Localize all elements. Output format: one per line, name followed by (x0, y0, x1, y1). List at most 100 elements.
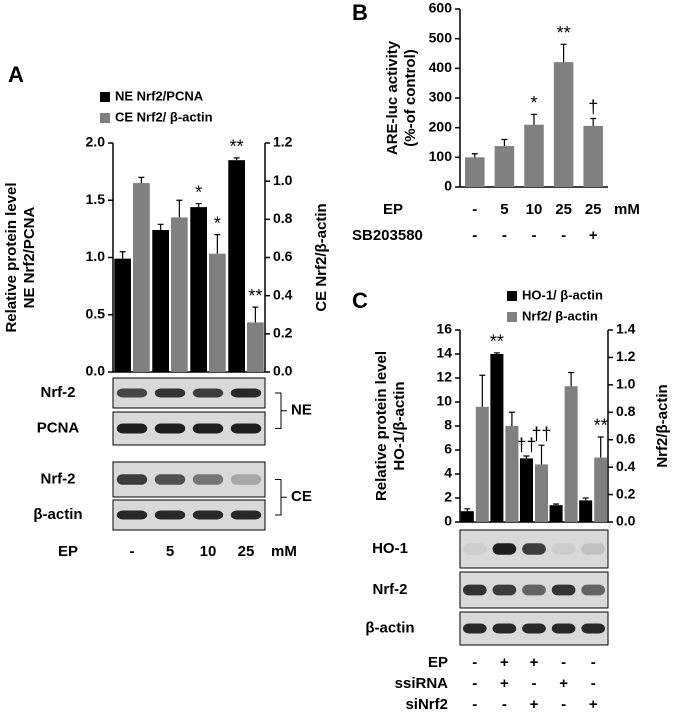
blot-band (581, 584, 606, 596)
x-tick-label: 5 (500, 201, 508, 218)
blot-band (116, 388, 148, 398)
significance-mark: ** (557, 23, 571, 43)
y-tick-label: 300 (429, 89, 453, 105)
blot-band (154, 388, 186, 398)
panel-letter: B (352, 0, 368, 25)
condition-value: - (472, 696, 477, 713)
condition-value: - (502, 227, 507, 244)
significance-mark: † (588, 97, 598, 117)
bar (505, 426, 519, 522)
condition-value: - (591, 675, 596, 692)
bar (519, 458, 533, 522)
bar (535, 464, 549, 522)
blot-label: Nrf-2 (40, 384, 75, 401)
bar (524, 124, 544, 187)
y2-axis-title: Nrf2/β-actin (654, 384, 671, 467)
blot-band (492, 543, 517, 555)
y-tick-label: 6 (444, 441, 452, 457)
y-tick-label: 200 (429, 118, 453, 134)
blot-band (230, 474, 262, 485)
significance-mark: †† (531, 424, 551, 444)
legend-swatch (100, 113, 110, 123)
error-bar (176, 199, 183, 218)
error-bar (214, 234, 221, 254)
y-tick-label: 14 (436, 345, 452, 361)
blot-band (551, 623, 576, 634)
legend-swatch (507, 291, 517, 301)
y2-tick-label: 0.2 (616, 485, 636, 501)
x-tick-label: - (130, 543, 135, 560)
blot-bracket (275, 479, 287, 516)
condition-value: + (500, 675, 509, 692)
error-bar (501, 138, 508, 147)
y2-tick-label: 1.0 (273, 172, 293, 188)
error-bar (523, 455, 530, 459)
condition-value: - (502, 696, 507, 713)
y2-tick-label: 1.2 (273, 134, 293, 150)
error-bar (479, 374, 486, 407)
error-bar (119, 251, 126, 259)
condition-value: + (589, 227, 598, 244)
legend-label: Nrf2/ β-actin (522, 308, 598, 323)
blot-band (154, 423, 186, 434)
blot-label: HO-1 (372, 540, 408, 557)
bar (133, 183, 150, 372)
y-axis-title: (%-of control) (402, 49, 419, 146)
y-tick-label: 0.5 (86, 305, 106, 321)
y-tick-label: 0.0 (86, 363, 106, 379)
x-axis-title: EP (383, 201, 403, 218)
legend-swatch (100, 92, 110, 102)
legend-swatch (507, 312, 517, 322)
blot-band (492, 584, 517, 596)
significance-mark: ** (230, 137, 244, 157)
blot-band (116, 474, 148, 485)
condition-value: - (561, 227, 566, 244)
condition-name: siNrf2 (405, 696, 448, 713)
blot-band (581, 543, 606, 555)
bar (171, 217, 188, 372)
blot-band (522, 584, 546, 596)
condition-value: + (559, 675, 568, 692)
significance-mark: ** (248, 286, 262, 306)
bar (465, 157, 485, 187)
error-bar (553, 503, 560, 506)
condition-value: + (500, 654, 509, 671)
blot-band (230, 388, 262, 398)
y-tick-label: 10 (436, 393, 452, 409)
error-bar (508, 411, 515, 426)
blot-band (116, 510, 148, 520)
blot-bracket (275, 392, 287, 429)
bar (490, 354, 504, 522)
blot-band (192, 388, 224, 398)
significance-mark: * (214, 213, 221, 233)
error-bar (531, 113, 537, 125)
y2-tick-label: 0.8 (616, 403, 636, 419)
significance-mark: †† (516, 435, 536, 455)
blot-band (230, 510, 262, 520)
y-tick-label: 16 (436, 321, 452, 337)
condition-value: - (472, 654, 477, 671)
y-axis-title: NE Nrf2/PCNA (21, 206, 38, 308)
y2-tick-label: 0.4 (273, 286, 293, 302)
significance-mark: ** (594, 416, 608, 436)
blot-band (192, 474, 224, 485)
error-bar (597, 436, 604, 458)
condition-value: - (532, 675, 537, 692)
error-bar (233, 157, 240, 161)
bar (549, 505, 563, 522)
bar (228, 160, 245, 372)
panel-letter: A (8, 62, 24, 87)
x-axis-title: EP (58, 543, 78, 560)
y2-tick-label: 0.8 (273, 210, 293, 226)
error-bar (590, 117, 597, 126)
condition-value: - (532, 227, 537, 244)
y-tick-label: 1.0 (86, 248, 106, 264)
bar (494, 146, 515, 187)
y-axis-title: HO-1/β-actin (391, 381, 408, 470)
error-bar (538, 444, 545, 465)
bar (553, 62, 574, 187)
condition-value: - (472, 675, 477, 692)
blot-band (462, 623, 487, 634)
y-tick-label: 500 (429, 29, 453, 45)
bar (579, 500, 593, 522)
